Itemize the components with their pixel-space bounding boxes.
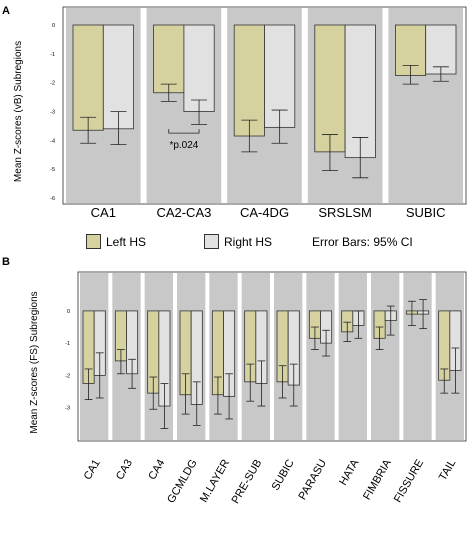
panela-category-label: CA2-CA3 <box>156 205 211 220</box>
panela-y-tick-label: -3 <box>50 110 55 116</box>
panela-bar-left <box>314 24 346 153</box>
panelb-category-panel <box>338 273 367 440</box>
panelb-category-label: GCMLDG <box>165 458 200 506</box>
panelb-category-label: TAIL <box>437 458 459 483</box>
panela-category-label: CA-4DG <box>240 205 289 220</box>
panelb-category-label: CA1 <box>82 458 103 483</box>
panelb-category-label: FIMBRIA <box>361 457 394 502</box>
panelb-plot-frame <box>77 271 467 442</box>
panela-y-tick-label: 0 <box>52 23 55 29</box>
panelb-category-panel <box>403 273 432 440</box>
panelb-category-label: HATA <box>337 457 362 488</box>
panel-b-label: B <box>2 256 10 268</box>
legend-note-label: Error Bars: 95% CI <box>312 235 413 249</box>
legend-left-swatch <box>86 234 101 249</box>
panela-y-tick-label: -2 <box>50 81 55 87</box>
panela-bar-left <box>153 24 185 94</box>
panelb-y-tick-label: 0 <box>67 309 70 315</box>
panelb-category-label: PARASU <box>296 457 329 502</box>
panelb-y-axis-label: Mean Z-scores (FS) Subregions <box>29 291 40 433</box>
panelb-y-tick-label: -1 <box>65 341 70 347</box>
panelb-y-tick-label: -3 <box>65 406 70 412</box>
legend: Left HS Right HS Error Bars: 95% CI <box>0 232 474 252</box>
panelb-y-tick-label: -2 <box>65 373 70 379</box>
panela-significance-bracket <box>168 129 200 134</box>
panela-bar-left <box>233 24 265 137</box>
panelb-category-label: CA3 <box>114 458 135 483</box>
panela-bar-right <box>425 24 457 75</box>
legend-right-swatch <box>204 234 219 249</box>
panela-y-axis-label: Mean Z-scores (vB) Subregions <box>13 41 24 182</box>
panelb-category-label: FISSURE <box>392 458 426 505</box>
panela-bar-left <box>72 24 104 131</box>
panela-y-tick-label: -6 <box>50 196 55 202</box>
panela-bar-right <box>344 24 376 159</box>
panelb-category-label: M.LAYER <box>198 457 232 504</box>
panelb-category-panel <box>371 273 400 440</box>
panel-a-label: A <box>2 5 10 17</box>
panelb-category-label: CA4 <box>146 458 167 483</box>
panela-category-label: CA1 <box>91 205 116 220</box>
legend-right-label: Right HS <box>224 235 273 249</box>
panela-bar-right <box>183 24 215 112</box>
panelb-category-label: SUBIC <box>270 457 297 492</box>
panela-category-label: SUBIC <box>406 205 446 220</box>
panela-y-tick-label: -1 <box>50 52 55 58</box>
panelb-category-panel <box>306 273 335 440</box>
panela-y-tick-label: -5 <box>50 167 55 173</box>
panelb-category-label: PRE-SUB <box>230 458 265 506</box>
panel-a: CA1 CA2-CA3 CA-4DG SRSLSM SUBIC 0 -1 -2 -3 -4 -5 -6… <box>13 6 467 220</box>
legend-left-label: Left HS <box>106 235 147 249</box>
panela-category-label: SRSLSM <box>318 205 371 220</box>
panela-y-tick-label: -4 <box>50 138 55 144</box>
panela-significance-annotation: *p.024 <box>169 140 198 151</box>
